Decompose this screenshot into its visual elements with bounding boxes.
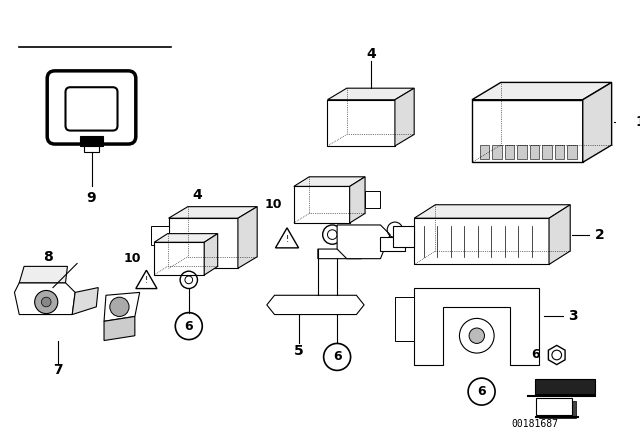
Text: 4: 4 (366, 47, 376, 60)
Polygon shape (275, 228, 299, 248)
Text: 6: 6 (477, 385, 486, 398)
Polygon shape (15, 283, 75, 314)
Polygon shape (395, 88, 414, 146)
Polygon shape (548, 345, 565, 365)
Text: 7: 7 (53, 363, 63, 377)
Polygon shape (104, 316, 135, 340)
Polygon shape (536, 398, 572, 415)
Polygon shape (517, 145, 527, 159)
Polygon shape (492, 145, 502, 159)
Polygon shape (154, 234, 218, 242)
Polygon shape (534, 379, 595, 393)
Polygon shape (168, 207, 257, 218)
Polygon shape (294, 177, 365, 186)
Circle shape (35, 290, 58, 314)
Circle shape (469, 328, 484, 344)
Polygon shape (380, 237, 404, 251)
Polygon shape (530, 145, 540, 159)
Polygon shape (472, 82, 612, 100)
Text: 6: 6 (333, 350, 341, 363)
Polygon shape (414, 218, 549, 264)
Polygon shape (414, 288, 540, 365)
Polygon shape (72, 288, 99, 314)
Polygon shape (337, 225, 390, 258)
Polygon shape (540, 401, 576, 418)
Polygon shape (80, 136, 103, 146)
Text: 3: 3 (568, 310, 578, 323)
Circle shape (185, 276, 193, 284)
Text: 10: 10 (265, 198, 282, 211)
Polygon shape (318, 239, 380, 258)
Polygon shape (567, 145, 577, 159)
Polygon shape (154, 242, 204, 275)
Polygon shape (168, 218, 238, 268)
Polygon shape (349, 177, 365, 223)
Text: !: ! (285, 235, 289, 244)
Text: 2: 2 (595, 228, 605, 241)
Text: !: ! (145, 276, 148, 285)
Polygon shape (294, 186, 349, 223)
Polygon shape (505, 145, 515, 159)
Polygon shape (136, 270, 157, 289)
Circle shape (110, 297, 129, 316)
Polygon shape (328, 100, 395, 146)
Polygon shape (365, 191, 380, 207)
Text: 1: 1 (636, 115, 640, 129)
Polygon shape (542, 145, 552, 159)
Circle shape (328, 230, 337, 239)
Polygon shape (204, 234, 218, 275)
Text: 8: 8 (44, 250, 53, 264)
Polygon shape (393, 226, 414, 247)
Text: 00181687: 00181687 (511, 419, 558, 429)
FancyBboxPatch shape (65, 87, 118, 130)
FancyBboxPatch shape (47, 71, 136, 144)
Polygon shape (151, 226, 168, 245)
Polygon shape (84, 146, 99, 152)
Polygon shape (549, 205, 570, 264)
Polygon shape (414, 205, 570, 218)
Polygon shape (238, 207, 257, 268)
Polygon shape (555, 145, 564, 159)
Polygon shape (104, 293, 140, 321)
Text: 4: 4 (193, 188, 202, 202)
Polygon shape (19, 267, 67, 283)
Text: 10: 10 (123, 252, 141, 265)
Polygon shape (583, 82, 612, 162)
Text: 9: 9 (86, 191, 96, 205)
Polygon shape (479, 145, 490, 159)
Text: 5: 5 (294, 344, 303, 358)
Text: 6: 6 (531, 349, 540, 362)
Polygon shape (395, 297, 414, 340)
Circle shape (42, 297, 51, 307)
Polygon shape (472, 100, 583, 162)
Text: 6: 6 (184, 319, 193, 332)
Polygon shape (267, 295, 364, 314)
Polygon shape (328, 88, 414, 100)
